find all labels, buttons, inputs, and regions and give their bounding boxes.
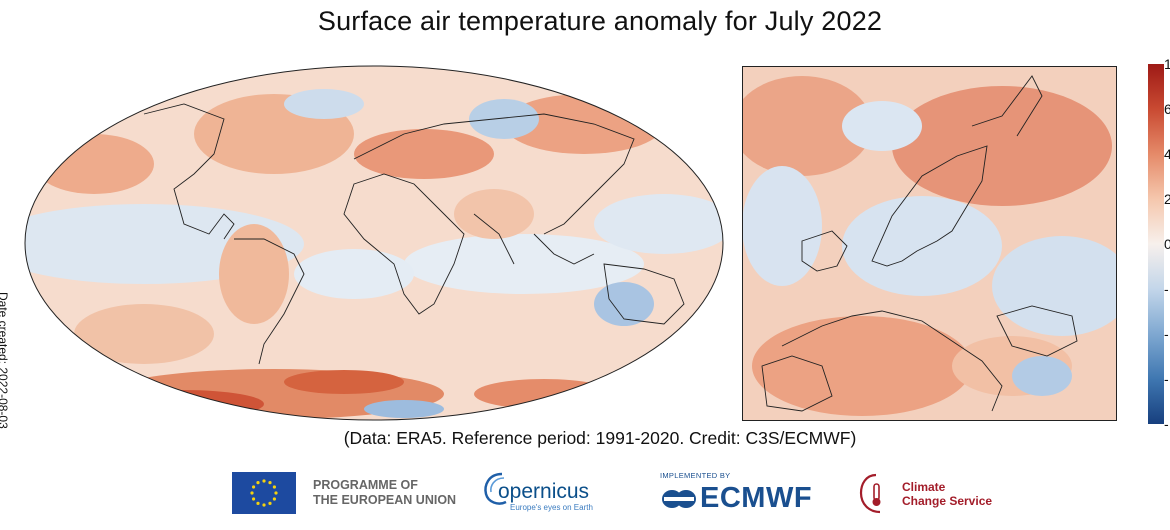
map-title: Surface air temperature anomaly for July… — [317, 6, 883, 36]
colorbar-tick-label: - — [1164, 371, 1169, 387]
world-map-frame — [24, 65, 724, 421]
date-created-text: Date created: 2022-08-03 — [0, 292, 10, 429]
programme-line-2: THE EUROPEAN UNION — [313, 493, 457, 507]
colorbar-tick-label: 6 — [1164, 101, 1170, 117]
data-credit: (Data: ERA5. Reference period: 1991-2020… — [343, 428, 857, 448]
colorbar-tick-label: 0 — [1164, 236, 1170, 252]
c3s-line-1: Climate — [902, 480, 946, 494]
c3s-label: Climate Change Service — [902, 480, 992, 508]
colorbar-tick-label: 1 — [1164, 56, 1170, 72]
colorbar-tick-label: - — [1164, 416, 1169, 432]
programme-label: PROGRAMME OF THE EUROPEAN UNION — [313, 478, 456, 508]
implemented-by-label: IMPLEMENTED BY — [660, 471, 731, 480]
programme-line-1: PROGRAMME OF — [313, 478, 418, 492]
c3s-thermometer-icon — [859, 473, 881, 514]
anomaly-colorbar — [1148, 64, 1164, 424]
logo-strip: PROGRAMME OF THE EUROPEAN UNION opernicu… — [0, 458, 1170, 530]
world-coastlines — [143, 103, 685, 365]
colorbar-tick-label: 2 — [1164, 191, 1170, 207]
colorbar-tick-label: - — [1164, 281, 1169, 297]
europe-map-frame — [742, 66, 1117, 421]
world-anomaly-map — [24, 65, 724, 421]
europe-anomaly-field — [742, 66, 1117, 421]
copernicus-logo-text: opernicus — [498, 480, 590, 503]
c3s-line-2: Change Service — [902, 494, 993, 508]
colorbar-tick-label: - — [1164, 326, 1169, 342]
eu-flag-logo — [232, 472, 296, 514]
copernicus-tagline: Europe's eyes on Earth — [510, 503, 593, 512]
ecmwf-logo-text: ECMWF — [700, 482, 813, 514]
colorbar-tick-label: 4 — [1164, 146, 1170, 162]
copernicus-swirl-icon — [484, 472, 507, 505]
europe-anomaly-map — [742, 66, 1117, 421]
europe-coastlines — [761, 75, 1078, 412]
world-anomaly-field — [25, 66, 723, 420]
ecmwf-swirl-icon — [662, 490, 696, 508]
